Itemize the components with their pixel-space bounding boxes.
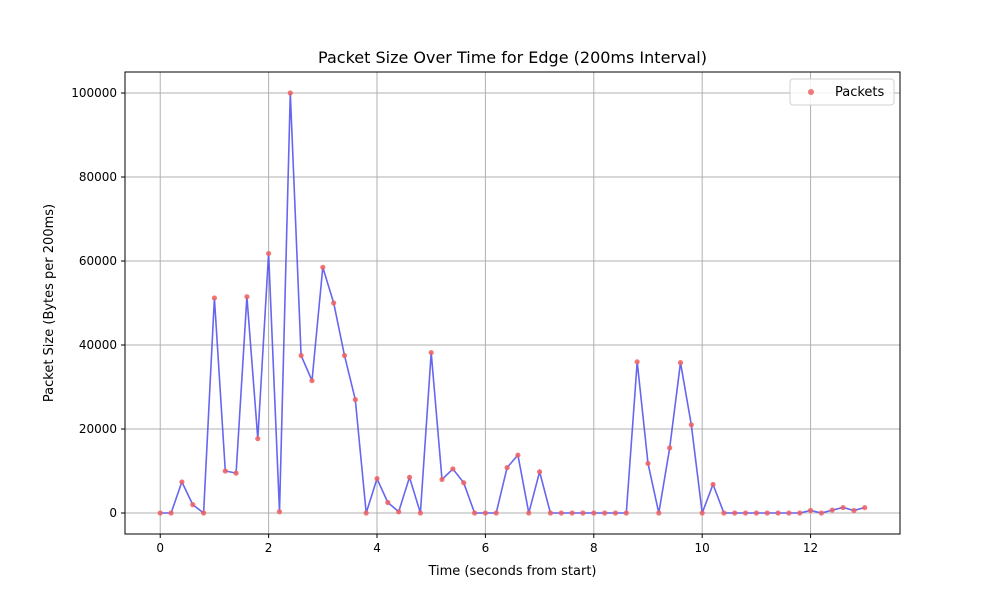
x-axis-label: Time (seconds from start) bbox=[427, 564, 596, 579]
data-point bbox=[417, 510, 423, 516]
data-point bbox=[526, 510, 532, 516]
data-point bbox=[168, 510, 174, 516]
data-point bbox=[222, 468, 228, 474]
data-point bbox=[699, 510, 705, 516]
x-tick-label: 10 bbox=[695, 541, 710, 555]
data-point bbox=[211, 295, 218, 301]
data-point bbox=[667, 445, 673, 451]
data-point bbox=[862, 504, 868, 511]
y-tick-label: 20000 bbox=[79, 422, 117, 436]
data-point bbox=[374, 475, 380, 482]
data-point bbox=[753, 510, 759, 516]
data-point bbox=[255, 436, 261, 442]
data-point bbox=[493, 510, 499, 516]
plot-frame bbox=[124, 71, 901, 535]
data-point bbox=[840, 504, 846, 511]
legend-marker bbox=[808, 89, 814, 95]
x-tick-label: 4 bbox=[373, 541, 381, 555]
data-point bbox=[471, 510, 478, 516]
data-point bbox=[786, 510, 792, 516]
data-point bbox=[688, 422, 694, 428]
data-point bbox=[591, 510, 597, 516]
data-point bbox=[742, 510, 749, 516]
y-tick-label: 0 bbox=[109, 506, 117, 520]
data-point bbox=[829, 507, 835, 513]
data-point bbox=[623, 510, 629, 516]
data-point bbox=[677, 360, 684, 366]
data-point bbox=[450, 466, 456, 472]
data-point bbox=[558, 510, 564, 516]
data-point bbox=[656, 510, 662, 516]
chart-title: Packet Size Over Time for Edge (200ms In… bbox=[318, 48, 707, 67]
data-point bbox=[200, 510, 207, 516]
data-point bbox=[190, 502, 196, 508]
data-point bbox=[797, 510, 803, 516]
data-point bbox=[818, 510, 825, 516]
data-point bbox=[461, 480, 467, 486]
data-point bbox=[298, 352, 304, 359]
data-point bbox=[276, 509, 283, 515]
data-point bbox=[775, 510, 781, 516]
data-point bbox=[515, 452, 521, 458]
data-point bbox=[634, 359, 640, 365]
data-point bbox=[363, 510, 369, 516]
data-point bbox=[851, 507, 857, 514]
data-point bbox=[266, 250, 272, 257]
data-point bbox=[721, 510, 727, 516]
data-point bbox=[179, 479, 185, 485]
data-point bbox=[504, 465, 510, 471]
data-point bbox=[331, 300, 337, 306]
data-point bbox=[482, 510, 489, 516]
data-point bbox=[385, 499, 391, 506]
y-tick-label: 100000 bbox=[71, 86, 117, 100]
data-point bbox=[233, 470, 239, 476]
legend-box bbox=[789, 78, 895, 106]
y-tick-label: 60000 bbox=[79, 254, 117, 268]
data-point bbox=[396, 509, 402, 515]
x-tick-label: 2 bbox=[265, 541, 273, 555]
data-point bbox=[807, 507, 814, 514]
data-point bbox=[645, 460, 651, 467]
data-point bbox=[287, 90, 293, 96]
data-point bbox=[320, 264, 326, 270]
x-tick-label: 6 bbox=[482, 541, 490, 555]
data-point bbox=[309, 378, 315, 384]
series-marker-layer bbox=[157, 90, 868, 516]
data-point bbox=[341, 352, 348, 359]
data-point bbox=[157, 510, 163, 516]
y-axis-label: Packet Size (Bytes per 200ms) bbox=[42, 204, 57, 402]
data-point bbox=[428, 349, 434, 356]
data-point bbox=[764, 510, 770, 516]
legend-label: Packets bbox=[835, 85, 885, 100]
data-point bbox=[580, 510, 586, 516]
data-point bbox=[602, 510, 608, 516]
legend: Packets bbox=[789, 78, 895, 106]
y-tick-label: 40000 bbox=[79, 338, 117, 352]
data-point bbox=[439, 476, 445, 482]
x-tick-label: 0 bbox=[156, 541, 164, 555]
data-point bbox=[710, 481, 716, 488]
data-point bbox=[569, 510, 575, 516]
data-point bbox=[732, 510, 738, 516]
data-point bbox=[547, 510, 554, 516]
data-point bbox=[612, 510, 619, 516]
x-tick-label: 12 bbox=[803, 541, 818, 555]
axis-ticks: 0 2 4 6 8 10 12 0 20000 40000 60000 80000 100000 bbox=[71, 86, 818, 555]
y-tick-label: 80000 bbox=[79, 170, 117, 184]
grid bbox=[125, 72, 900, 534]
data-point bbox=[352, 397, 358, 403]
data-point bbox=[536, 469, 543, 475]
data-point bbox=[406, 474, 413, 480]
data-point bbox=[244, 294, 250, 300]
x-tick-label: 8 bbox=[590, 541, 598, 555]
